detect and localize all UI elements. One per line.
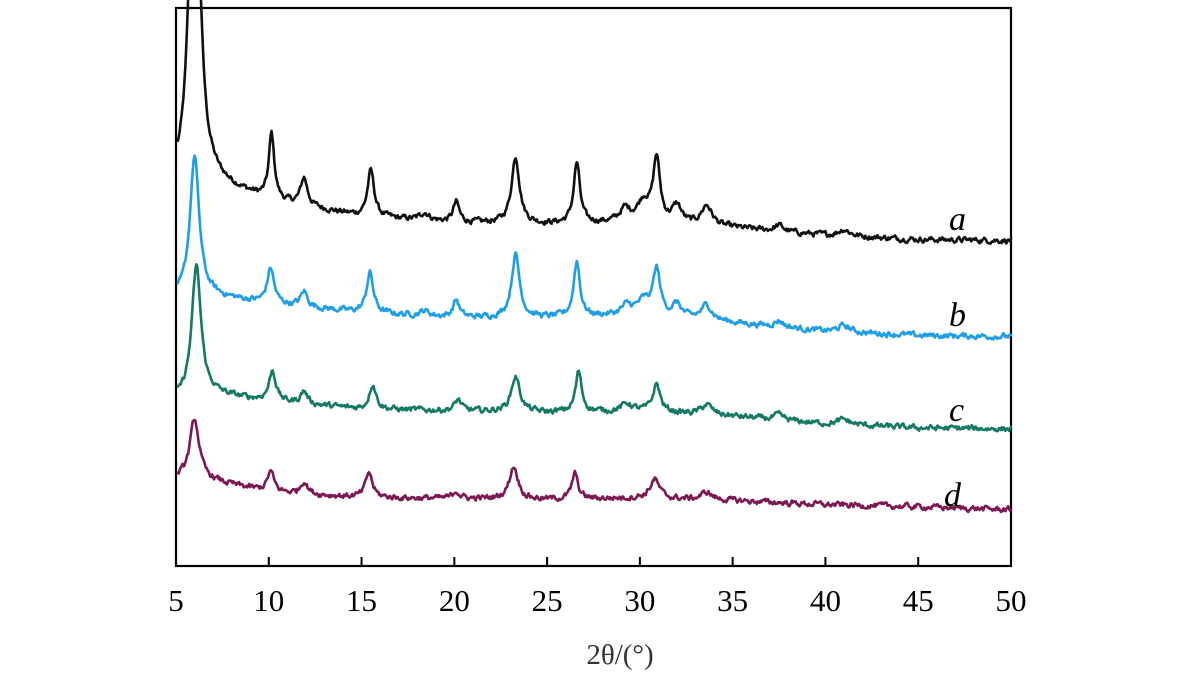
series-label-a: a [949,201,966,238]
plot-frame [174,6,1013,568]
x-tick-label: 5 [168,583,184,618]
series-label-d: d [944,477,962,514]
series-line-a [176,0,1013,245]
x-tick-label: 30 [624,583,655,618]
x-tick-label: 25 [532,583,563,618]
x-tick-label: 20 [439,583,470,618]
x-axis-title: 2θ/(°) [586,639,653,671]
series-line-b [176,154,1013,341]
series-label-c: c [949,392,964,429]
series-label-b: b [949,297,966,334]
x-tick-label: 45 [903,583,934,618]
x-tick-label: 35 [717,583,748,618]
series-labels: a b c d [944,201,966,514]
series-lines [176,0,1013,514]
series-line-d [176,418,1013,514]
series-line-c [176,263,1013,433]
x-tick-label: 15 [346,583,377,618]
x-tick-label: 50 [996,583,1027,618]
x-tick-label: 10 [253,583,284,618]
x-axis-ticks: 5 10 15 20 25 30 35 40 45 50 [168,557,1027,618]
x-tick-label: 40 [810,583,841,618]
